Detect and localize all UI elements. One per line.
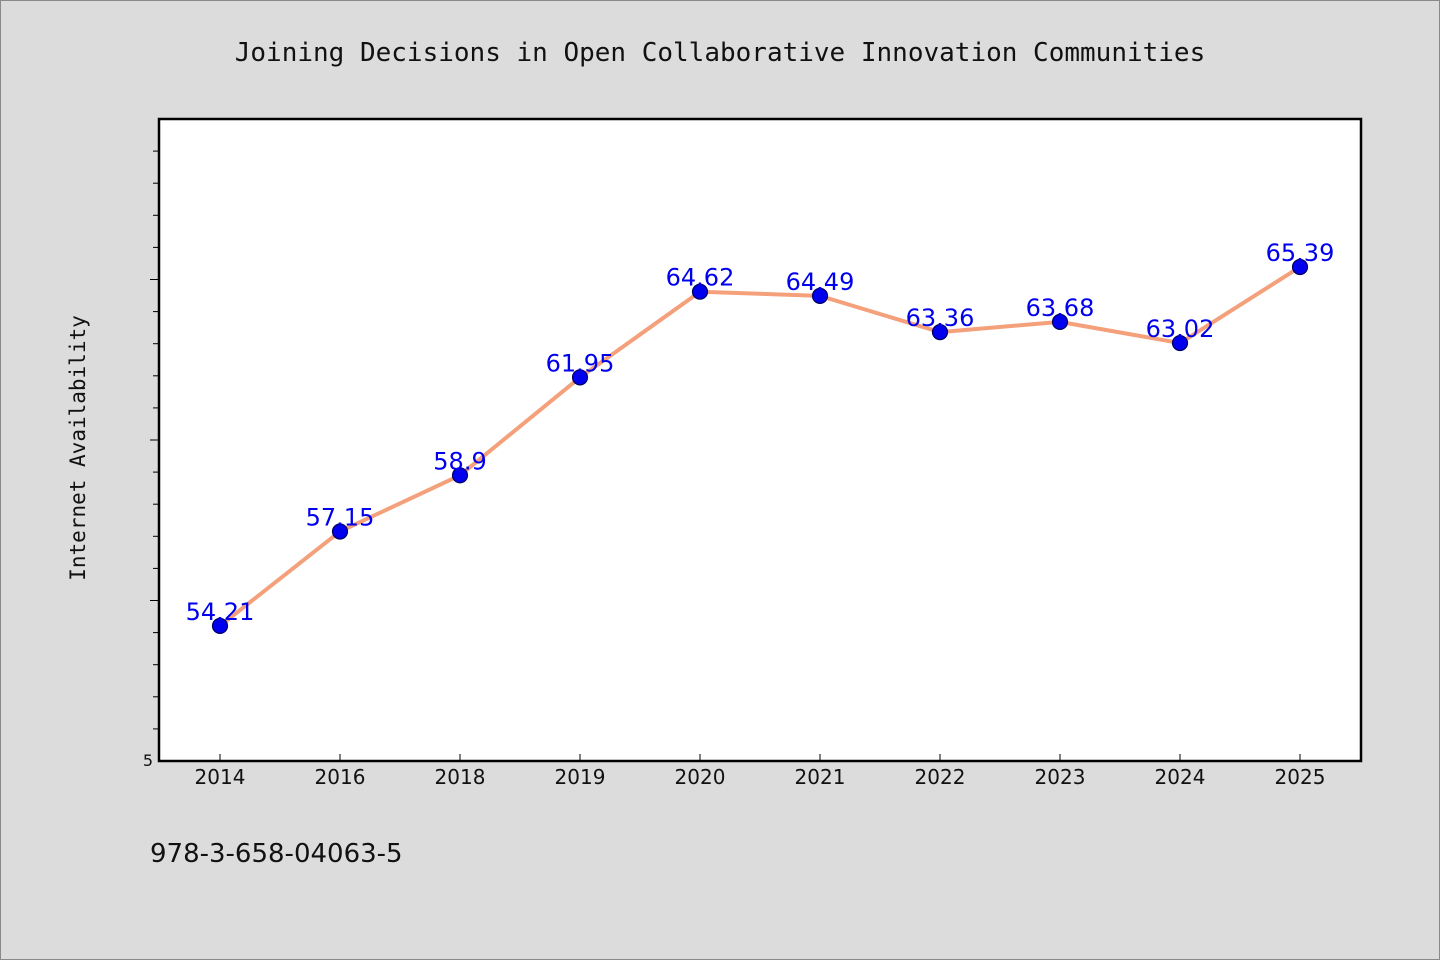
x-tick-label: 2022 bbox=[915, 765, 966, 789]
y-tick-label: 5 bbox=[143, 751, 153, 770]
isbn-text: 978-3-658-04063-5 bbox=[150, 839, 403, 869]
data-point bbox=[691, 283, 709, 300]
data-label: 65.39 bbox=[1266, 239, 1335, 267]
plot-area bbox=[159, 119, 1361, 761]
y-axis-ticks: 5 bbox=[143, 150, 159, 770]
data-label: 54.21 bbox=[186, 598, 255, 626]
data-label: 58.9 bbox=[433, 447, 486, 475]
data-point bbox=[1171, 334, 1189, 352]
x-tick-label: 2019 bbox=[555, 765, 606, 789]
data-label: 57.15 bbox=[306, 503, 375, 531]
data-point bbox=[1291, 258, 1309, 276]
data-labels: 54.21 57.15 58.9 61.95 64.62 64.49 63.36 63.68 6… bbox=[186, 239, 1335, 626]
x-tick-label: 2025 bbox=[1275, 765, 1326, 789]
data-point bbox=[211, 617, 229, 634]
data-label: 64.62 bbox=[666, 264, 735, 292]
y-axis-label: Internet Availability bbox=[66, 315, 90, 581]
series-line bbox=[218, 264, 1302, 628]
x-tick-label: 2016 bbox=[315, 765, 366, 789]
data-point bbox=[451, 467, 469, 484]
data-label: 63.68 bbox=[1026, 294, 1095, 322]
chart-title: Joining Decisions in Open Collaborative … bbox=[235, 38, 1206, 68]
data-label: 63.02 bbox=[1146, 315, 1215, 343]
data-markers bbox=[211, 258, 1309, 634]
x-axis-ticks: 2014 2016 2018 2019 2020 2021 2022 2023 2024 2025 bbox=[195, 754, 1326, 789]
series-line-group bbox=[218, 264, 1302, 628]
data-point bbox=[331, 523, 349, 540]
x-tick-label: 2023 bbox=[1035, 765, 1086, 789]
x-tick-label: 2021 bbox=[795, 765, 846, 789]
data-point bbox=[1051, 313, 1069, 330]
data-point bbox=[931, 324, 949, 341]
plot-border bbox=[157, 117, 1363, 763]
data-point bbox=[811, 287, 829, 304]
x-tick-label: 2018 bbox=[435, 765, 486, 789]
x-tick-label: 2024 bbox=[1155, 765, 1206, 789]
data-label: 61.95 bbox=[546, 349, 615, 377]
x-tick-label: 2014 bbox=[195, 765, 246, 789]
data-point bbox=[571, 369, 589, 386]
x-tick-label: 2020 bbox=[675, 765, 726, 789]
data-label: 63.36 bbox=[906, 304, 975, 332]
data-label: 64.49 bbox=[786, 268, 855, 296]
